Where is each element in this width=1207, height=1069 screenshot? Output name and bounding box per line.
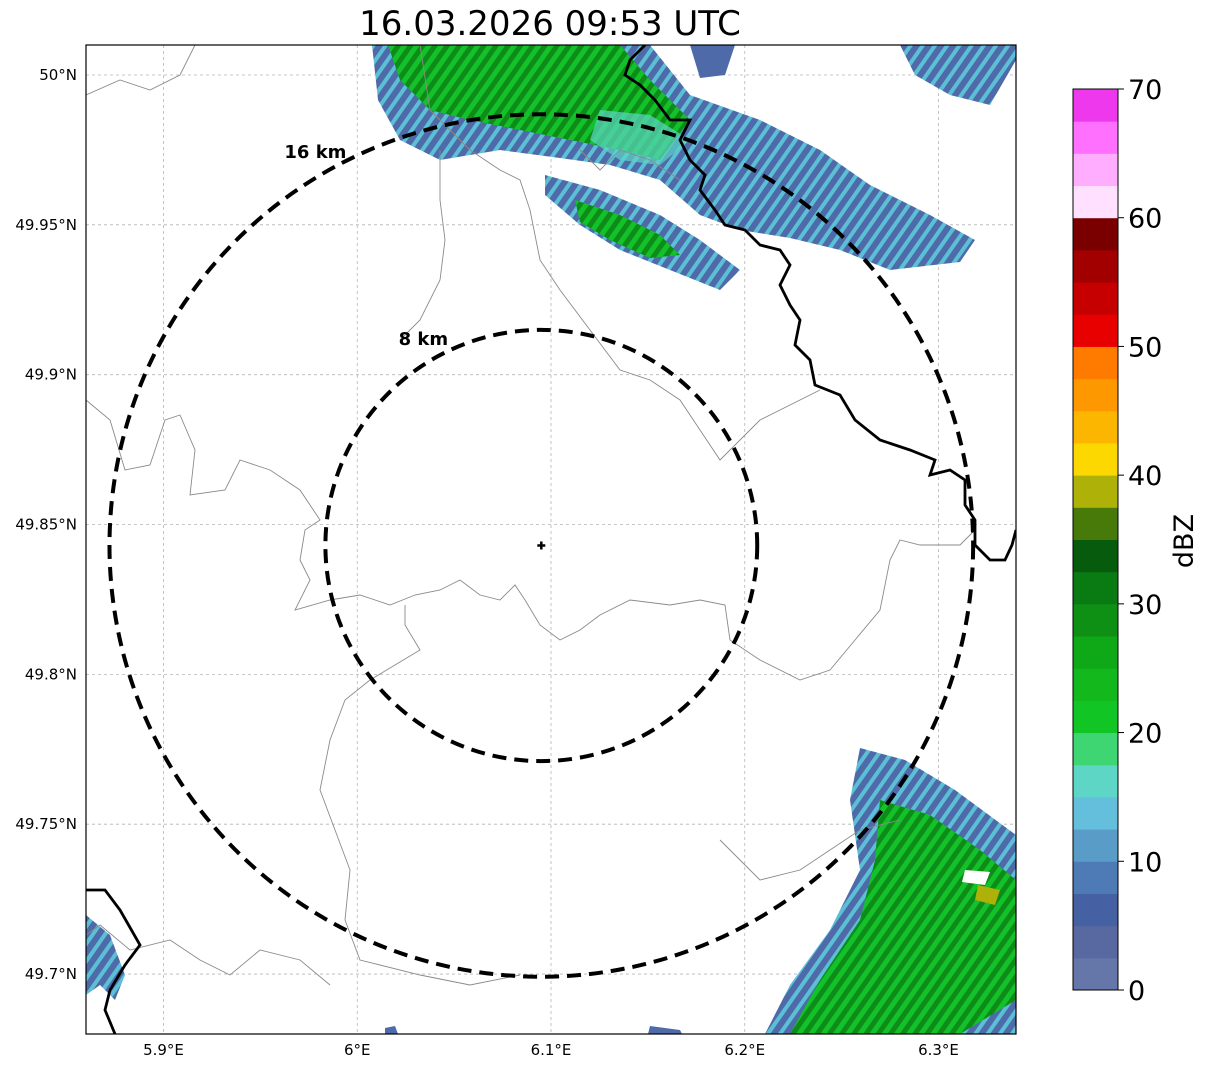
radar-site-marker (537, 541, 546, 550)
lon-tick-label: 6.1°E (531, 1041, 572, 1059)
lat-tick-label: 49.7°N (25, 965, 77, 983)
map-title: 16.03.2026 09:53 UTC (359, 4, 741, 44)
lon-tick-label: 6.2°E (724, 1041, 765, 1059)
lon-tick-label: 6°E (344, 1041, 371, 1059)
lat-tick-label: 49.95°N (15, 216, 77, 234)
range-rings (107, 112, 976, 979)
echo-mid-streak-core (575, 200, 680, 258)
echo-bottom-small (385, 1026, 398, 1034)
echo-ne-small (690, 45, 735, 78)
lat-tick-label: 50°N (39, 66, 77, 84)
lon-tick-label: 6.3°E (918, 1041, 959, 1059)
ring-labels: 8 km 16 km (284, 142, 448, 350)
latitude-labels: 49.7°N 49.75°N 49.8°N 49.85°N 49.9°N 49.95°N 5… (15, 66, 77, 983)
map-frame (85, 44, 1017, 1035)
echo-se-core (790, 800, 1016, 1034)
echo-se-white-gap (962, 870, 990, 885)
range-ring-8km (323, 327, 760, 764)
lon-tick-label: 5.9°E (143, 1041, 184, 1059)
lat-tick-label: 49.8°N (25, 665, 77, 683)
national-border (86, 45, 1016, 1034)
lat-tick-label: 49.9°N (25, 366, 77, 384)
echo-se-olive (975, 885, 1000, 905)
echo-bottom-small-2 (648, 1026, 682, 1034)
range-ring-16km (107, 112, 976, 979)
radar-echoes (86, 45, 1016, 1034)
longitude-labels: 5.9°E 6°E 6.1°E 6.2°E 6.3°E (143, 1041, 959, 1059)
admin-boundaries (86, 45, 976, 986)
lat-tick-label: 49.85°N (15, 516, 77, 534)
range-ring-label: 16 km (284, 142, 346, 163)
range-ring-label: 8 km (399, 329, 449, 350)
lat-tick-label: 49.75°N (15, 815, 77, 833)
echo-north-band-teal (590, 110, 690, 165)
echo-ne-corner (900, 45, 1016, 105)
